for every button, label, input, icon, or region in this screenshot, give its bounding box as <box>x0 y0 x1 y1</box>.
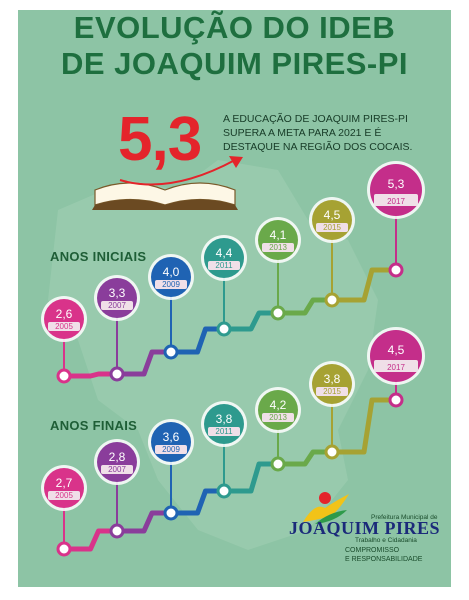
year-label-1-5: 2015 <box>323 387 341 396</box>
year-band-0-0 <box>48 322 80 331</box>
state-map-silhouette <box>48 160 378 550</box>
logo-prefeitura-text: Prefeitura Municipal de <box>371 514 438 521</box>
logo-name: JOAQUIM PIRES <box>289 518 441 538</box>
value-label-0-2: 4,0 <box>163 265 180 279</box>
prefeitura-logo: Prefeitura Municipal de JOAQUIM PIRES Tr… <box>285 490 445 570</box>
data-point-0-2 <box>163 344 179 360</box>
title-line-1: EVOLUÇÃO DO IDEB <box>73 10 396 45</box>
year-label-0-5: 2015 <box>323 223 341 232</box>
year-label-1-1: 2007 <box>108 465 126 474</box>
logo-subtitle: Trabalho e Cidadania <box>355 537 417 544</box>
line-segment-1-1 <box>61 528 120 552</box>
book-cover-icon <box>92 199 238 210</box>
value-label-0-1: 3,3 <box>109 286 126 300</box>
value-label-0-6: 5,3 <box>388 177 405 191</box>
line-segment-1-4 <box>221 461 281 494</box>
highlight-text: A EDUCAÇÃO DE JOAQUIM PIRES-PI SUPERA A … <box>223 113 413 153</box>
value-label-0-5: 4,5 <box>324 208 341 222</box>
line-segment-0-3 <box>168 326 227 355</box>
data-point-0-4 <box>270 305 286 321</box>
line-segment-0-5 <box>275 297 335 316</box>
data-point-1-6 <box>388 392 404 408</box>
year-band-0-1 <box>101 301 133 310</box>
year-label-0-1: 2007 <box>108 301 126 310</box>
line-segment-1-6 <box>329 397 399 455</box>
year-band-1-0 <box>48 491 80 500</box>
data-point-0-1 <box>109 366 125 382</box>
section-label-anos-finais: ANOS FINAIS <box>50 418 138 433</box>
data-point-0-5 <box>324 292 340 308</box>
value-label-1-4: 4,2 <box>270 398 287 412</box>
page-title: EVOLUÇÃO DO IDEB DE JOAQUIM PIRES-PI <box>0 10 469 82</box>
year-label-1-3: 2011 <box>215 427 233 436</box>
highlight-value: 5,3 <box>118 105 202 174</box>
title-line-2: DE JOAQUIM PIRES-PI <box>60 46 409 81</box>
data-point-1-2 <box>163 505 179 521</box>
year-label-0-0: 2005 <box>55 322 73 331</box>
value-label-1-0: 2,7 <box>56 476 73 490</box>
year-band-1-6 <box>374 360 418 372</box>
year-label-0-6: 2017 <box>387 197 405 206</box>
value-label-1-5: 3,8 <box>324 372 341 386</box>
year-band-0-6 <box>374 194 418 206</box>
year-band-1-2 <box>155 445 187 454</box>
line-segment-0-1 <box>61 371 120 379</box>
logo-slogan-line-1: COMPROMISSO <box>345 547 400 554</box>
year-band-0-4 <box>262 243 294 252</box>
value-label-0-0: 2,6 <box>56 307 73 321</box>
line-segment-1-5 <box>275 449 335 467</box>
line-segment-0-6 <box>329 267 399 303</box>
data-point-1-5 <box>324 444 340 460</box>
data-point-1-1 <box>109 523 125 539</box>
year-label-1-4: 2013 <box>269 413 287 422</box>
year-band-1-4 <box>262 413 294 422</box>
year-label-1-6: 2017 <box>387 363 405 372</box>
data-point-0-6 <box>388 262 404 278</box>
data-point-1-4 <box>270 456 286 472</box>
arrow-curve-icon <box>119 159 236 186</box>
year-label-0-3: 2011 <box>215 261 233 270</box>
year-label-0-4: 2013 <box>269 243 287 252</box>
year-band-1-1 <box>101 465 133 474</box>
year-band-1-3 <box>208 427 240 436</box>
year-band-0-5 <box>316 223 348 232</box>
value-label-0-3: 4,4 <box>216 246 233 260</box>
data-point-1-0 <box>56 541 72 557</box>
logo-figure-icon <box>303 492 349 524</box>
value-label-0-4: 4,1 <box>270 228 287 242</box>
year-label-1-0: 2005 <box>55 491 73 500</box>
year-band-0-2 <box>155 280 187 289</box>
value-label-1-2: 3,6 <box>163 430 180 444</box>
value-label-1-3: 3,8 <box>216 412 233 426</box>
line-segment-1-3 <box>168 488 227 516</box>
year-band-0-3 <box>208 261 240 270</box>
data-point-0-0 <box>56 368 72 384</box>
section-label-anos-iniciais: ANOS INICIAIS <box>50 249 147 264</box>
arrow-head-icon <box>229 156 243 168</box>
value-label-1-6: 4,5 <box>388 343 405 357</box>
logo-slogan-line-2: E RESPONSABILIDADE <box>345 556 423 563</box>
year-label-1-2: 2009 <box>162 445 180 454</box>
data-point-1-3 <box>216 483 232 499</box>
line-segment-0-2 <box>114 349 174 377</box>
value-label-1-1: 2,8 <box>109 450 126 464</box>
data-point-0-3 <box>216 321 232 337</box>
year-label-0-2: 2009 <box>162 280 180 289</box>
line-segment-0-4 <box>221 310 281 332</box>
line-segment-1-2 <box>114 510 174 534</box>
year-band-1-5 <box>316 387 348 396</box>
